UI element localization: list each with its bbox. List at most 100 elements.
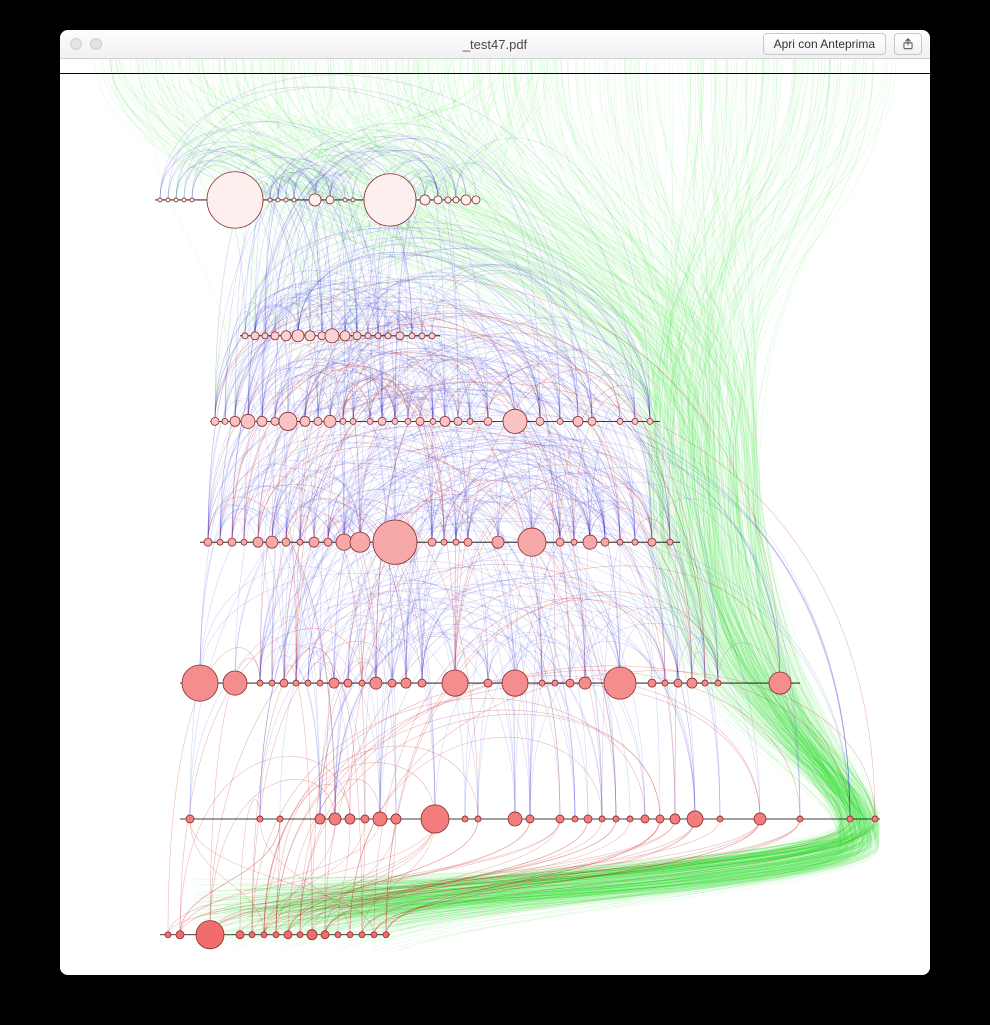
network-node	[373, 812, 387, 826]
network-node	[266, 536, 278, 548]
network-node	[344, 679, 352, 687]
network-node	[241, 539, 247, 545]
network-node	[217, 539, 223, 545]
titlebar-right-toolbar: Apri con Anteprima	[763, 33, 922, 55]
network-node	[305, 331, 315, 341]
network-node	[601, 538, 609, 546]
network-node	[257, 416, 267, 426]
quicklook-window: _test47.pdf Apri con Anteprima	[60, 30, 930, 975]
window-titlebar: _test47.pdf Apri con Anteprima	[60, 30, 930, 59]
network-node	[429, 333, 435, 339]
network-node	[204, 538, 212, 546]
network-node	[409, 333, 415, 339]
network-node	[325, 329, 339, 343]
network-node	[373, 520, 417, 564]
network-node	[361, 815, 369, 823]
network-node	[552, 680, 558, 686]
network-node	[670, 814, 680, 824]
network-node	[324, 538, 332, 546]
network-node	[329, 678, 339, 688]
network-node	[329, 813, 341, 825]
network-node	[440, 416, 450, 426]
network-node	[350, 418, 356, 424]
network-node	[271, 332, 279, 340]
network-node	[464, 538, 472, 546]
network-node	[484, 417, 492, 425]
network-node	[557, 418, 563, 424]
network-node	[396, 332, 404, 340]
document-content	[60, 59, 930, 975]
network-node	[462, 816, 468, 822]
network-node	[391, 814, 401, 824]
open-with-preview-button[interactable]: Apri con Anteprima	[763, 33, 886, 55]
network-node	[502, 670, 528, 696]
network-node	[166, 198, 170, 202]
network-node	[261, 932, 267, 938]
network-node	[388, 679, 396, 687]
network-node	[492, 536, 504, 548]
network-node	[315, 814, 325, 824]
network-node	[165, 932, 171, 938]
network-node	[182, 198, 186, 202]
network-node	[656, 815, 664, 823]
network-node	[648, 538, 656, 546]
network-node	[536, 417, 544, 425]
network-node	[176, 931, 184, 939]
network-node	[445, 197, 451, 203]
network-node	[268, 198, 272, 202]
network-node	[340, 331, 350, 341]
network-node	[632, 539, 638, 545]
minimize-traffic-light[interactable]	[90, 38, 102, 50]
network-node	[309, 537, 319, 547]
network-node	[526, 815, 534, 823]
network-node	[262, 333, 268, 339]
network-node	[351, 198, 355, 202]
network-node	[367, 418, 373, 424]
network-node	[420, 195, 430, 205]
network-node	[583, 535, 597, 549]
network-node	[383, 932, 389, 938]
network-node	[297, 932, 303, 938]
network-node	[617, 539, 623, 545]
network-node	[717, 816, 723, 822]
network-node	[627, 816, 633, 822]
network-node	[453, 197, 459, 203]
network-node	[702, 680, 708, 686]
network-node	[847, 816, 853, 822]
network-node	[257, 680, 263, 686]
network-node	[300, 416, 310, 426]
network-node	[428, 538, 436, 546]
network-node	[599, 816, 605, 822]
network-node	[378, 417, 386, 425]
share-button[interactable]	[894, 33, 922, 55]
network-node	[641, 815, 649, 823]
network-node	[769, 672, 791, 694]
network-node	[335, 932, 341, 938]
close-traffic-light[interactable]	[70, 38, 82, 50]
network-node	[364, 174, 416, 226]
open-with-preview-label: Apri con Anteprima	[774, 37, 875, 51]
network-node	[347, 932, 353, 938]
network-node	[190, 198, 194, 202]
network-node	[370, 677, 382, 689]
network-node	[293, 680, 299, 686]
network-node	[604, 667, 636, 699]
network-node	[419, 333, 425, 339]
network-node	[467, 418, 473, 424]
network-node	[253, 537, 263, 547]
network-node	[416, 417, 424, 425]
network-node	[461, 195, 471, 205]
network-node	[617, 418, 623, 424]
network-node	[571, 539, 577, 545]
network-node	[579, 677, 591, 689]
network-node	[276, 198, 280, 202]
network-node	[572, 816, 578, 822]
network-node	[228, 538, 236, 546]
network-diagram	[60, 59, 930, 975]
network-node	[365, 333, 371, 339]
network-node	[442, 670, 468, 696]
network-node	[280, 679, 288, 687]
network-node	[281, 331, 291, 341]
network-node	[309, 194, 321, 206]
network-node	[236, 931, 244, 939]
